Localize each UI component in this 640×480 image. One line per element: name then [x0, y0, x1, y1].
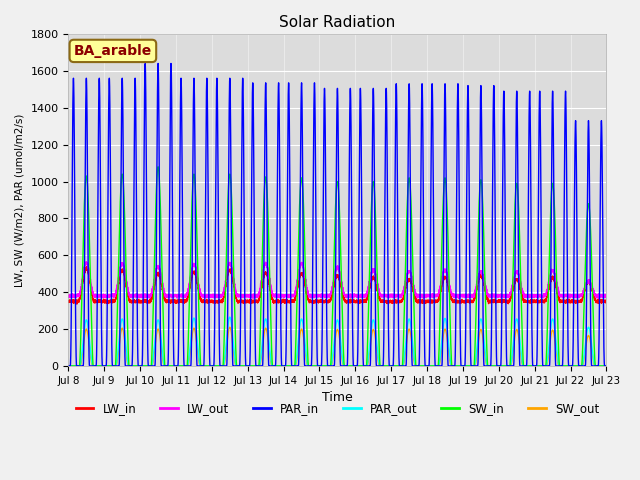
- Title: Solar Radiation: Solar Radiation: [279, 15, 396, 30]
- LW_out: [484, 291, 492, 297]
- PAR_out: [497, 363, 504, 369]
- Text: BA_arable: BA_arable: [74, 44, 152, 58]
- SW_in: [484, 360, 492, 365]
- Line: LW_in: LW_in: [68, 266, 607, 304]
- LW_out: [83, 259, 90, 264]
- SW_out: [603, 363, 611, 369]
- SW_out: [93, 363, 100, 369]
- PAR_out: [226, 314, 234, 320]
- PAR_out: [484, 363, 492, 369]
- Line: PAR_out: PAR_out: [68, 317, 607, 366]
- PAR_in: [154, 60, 162, 66]
- LW_in: [408, 282, 416, 288]
- SW_in: [65, 363, 72, 369]
- LW_out: [603, 294, 611, 300]
- Line: PAR_in: PAR_in: [68, 63, 607, 366]
- PAR_out: [603, 363, 611, 369]
- Legend: LW_in, LW_out, PAR_in, PAR_out, SW_in, SW_out: LW_in, LW_out, PAR_in, PAR_out, SW_in, S…: [71, 397, 604, 420]
- X-axis label: Time: Time: [322, 391, 353, 404]
- LW_in: [484, 295, 492, 301]
- LW_in: [73, 301, 81, 307]
- PAR_in: [603, 363, 611, 369]
- LW_out: [408, 273, 416, 279]
- LW_in: [469, 300, 477, 305]
- Line: LW_out: LW_out: [68, 262, 607, 299]
- SW_in: [603, 363, 611, 369]
- LW_out: [504, 293, 512, 299]
- SW_out: [484, 363, 492, 369]
- PAR_in: [408, 355, 416, 361]
- SW_out: [469, 363, 477, 369]
- LW_out: [497, 294, 504, 300]
- SW_in: [93, 363, 100, 369]
- SW_in: [154, 164, 162, 169]
- LW_in: [603, 298, 611, 304]
- PAR_out: [65, 363, 72, 369]
- LW_in: [83, 264, 90, 269]
- LW_in: [65, 298, 72, 304]
- SW_in: [408, 227, 416, 232]
- PAR_in: [65, 363, 72, 369]
- SW_in: [469, 363, 477, 369]
- PAR_in: [484, 363, 492, 369]
- Y-axis label: LW, SW (W/m2), PAR (umol/m2/s): LW, SW (W/m2), PAR (umol/m2/s): [15, 113, 25, 287]
- PAR_out: [469, 363, 477, 369]
- SW_in: [497, 363, 504, 369]
- SW_out: [408, 340, 416, 346]
- PAR_in: [469, 363, 477, 369]
- SW_out: [504, 363, 512, 369]
- PAR_in: [504, 363, 512, 369]
- PAR_out: [504, 363, 512, 369]
- PAR_out: [408, 332, 416, 338]
- PAR_in: [497, 363, 504, 369]
- LW_out: [455, 296, 463, 301]
- SW_in: [504, 363, 512, 369]
- SW_out: [226, 324, 234, 330]
- PAR_out: [93, 363, 100, 369]
- LW_out: [469, 293, 477, 299]
- Line: SW_in: SW_in: [68, 167, 607, 366]
- Line: SW_out: SW_out: [68, 327, 607, 366]
- LW_out: [65, 294, 72, 300]
- LW_in: [504, 300, 512, 305]
- LW_in: [497, 298, 504, 304]
- PAR_in: [93, 355, 100, 360]
- SW_out: [497, 363, 504, 369]
- SW_out: [65, 363, 72, 369]
- LW_out: [93, 292, 100, 298]
- LW_in: [93, 299, 100, 304]
